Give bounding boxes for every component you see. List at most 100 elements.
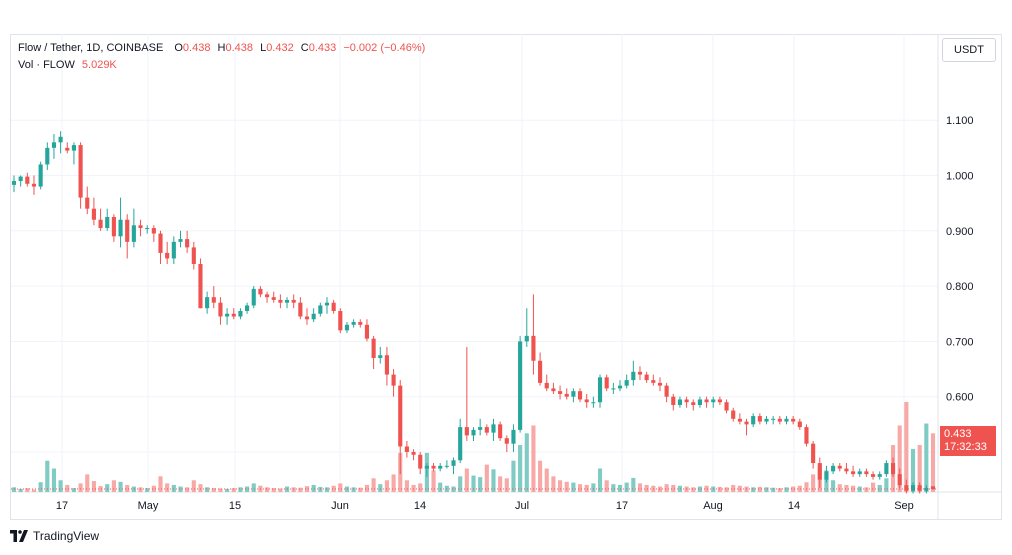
candle	[78, 142, 83, 209]
candle	[198, 258, 203, 309]
price-tick-label: 0.600	[946, 392, 974, 404]
candle-body	[131, 225, 136, 242]
candle	[904, 479, 909, 494]
candle-body	[418, 454, 423, 469]
candle	[864, 468, 869, 477]
volume-bar	[624, 482, 629, 492]
candle	[584, 393, 589, 408]
candle	[31, 175, 37, 195]
time-axis[interactable]: 17 May 15 Jun 14 Jul 17 Aug 14 Sep	[56, 500, 914, 512]
candle-body	[677, 399, 683, 405]
candle	[897, 468, 902, 488]
candle	[238, 308, 243, 320]
volume-bar	[551, 476, 556, 492]
volume-bar	[558, 480, 563, 492]
volume-bar	[98, 486, 103, 492]
candle-body	[18, 176, 23, 182]
candle-body	[877, 474, 882, 477]
candle	[637, 366, 643, 381]
candle-body	[31, 183, 37, 187]
volume-bar	[591, 483, 596, 492]
candle-body	[318, 305, 323, 314]
time-tick-label: 15	[229, 500, 241, 512]
volume-bar	[78, 483, 83, 492]
volume-bar	[131, 486, 136, 492]
candle-body	[451, 460, 456, 466]
candle	[178, 230, 183, 248]
candle-body	[498, 424, 503, 439]
candle-body	[11, 181, 17, 185]
volume-bar	[431, 470, 436, 492]
candle	[205, 291, 210, 314]
candle-body	[98, 219, 103, 229]
ohlc-legend: Flow / Tether, 1D, COINBASE O0.438 H0.43…	[18, 42, 425, 54]
candle	[364, 319, 370, 342]
candle	[444, 460, 449, 469]
candle	[384, 346, 389, 386]
open-value: 0.438	[182, 42, 211, 54]
candle	[871, 471, 876, 480]
candle	[258, 286, 263, 298]
currency-button[interactable]: USDT	[942, 38, 996, 62]
volume-bar	[910, 448, 916, 492]
volume-bar	[418, 483, 423, 492]
candle	[631, 360, 636, 386]
candle-body	[884, 463, 889, 475]
candle	[697, 396, 702, 408]
candle-body	[644, 374, 649, 381]
volume-label[interactable]: Vol · FLOW	[18, 59, 75, 71]
candle	[644, 371, 649, 383]
candle	[691, 399, 696, 411]
candle-body	[311, 313, 316, 320]
candle	[724, 399, 729, 414]
candle-body	[404, 446, 409, 452]
volume-bar	[917, 445, 922, 492]
volume-bar	[338, 483, 343, 492]
candle-body	[111, 216, 116, 237]
candle	[777, 416, 782, 425]
volume-bar	[518, 445, 523, 492]
close-label: C	[300, 42, 309, 54]
candle	[524, 308, 529, 347]
symbol-label[interactable]: Flow / Tether, 1D, COINBASE	[18, 42, 164, 54]
candle-body	[391, 374, 396, 386]
volume-bar	[471, 475, 476, 492]
candle-body	[717, 399, 722, 403]
candle	[478, 418, 483, 436]
candle-body	[171, 241, 176, 259]
volume-bar	[278, 488, 283, 492]
candle	[551, 382, 556, 394]
candle	[597, 374, 603, 408]
volume-bar	[851, 485, 856, 492]
tradingview-brand[interactable]: TradingView	[10, 529, 99, 543]
close-value: 0.433	[308, 42, 337, 54]
candle	[717, 396, 722, 405]
candle	[118, 197, 123, 248]
candle	[371, 335, 376, 370]
candle	[518, 335, 523, 433]
volume-bar	[291, 487, 296, 492]
volume-bar	[191, 480, 196, 492]
candle	[91, 197, 96, 226]
volume-bars	[11, 402, 936, 492]
volume-bar	[797, 485, 802, 492]
volume-bar	[697, 486, 702, 492]
low-label: L	[260, 42, 267, 54]
candle-body	[218, 302, 223, 317]
candle-body	[138, 225, 143, 229]
candle	[438, 463, 443, 472]
price-tick-label: 0.700	[946, 336, 974, 348]
volume-bar	[331, 485, 336, 492]
candle	[564, 388, 569, 400]
candle	[358, 319, 363, 328]
candle-body	[65, 147, 70, 151]
candle-body	[85, 197, 90, 209]
candle	[930, 486, 936, 490]
price-tick-label: 1.000	[946, 171, 974, 183]
volume-bar	[51, 468, 57, 492]
candle	[677, 396, 683, 408]
candle-body	[504, 438, 509, 444]
volume-bar	[491, 469, 496, 492]
